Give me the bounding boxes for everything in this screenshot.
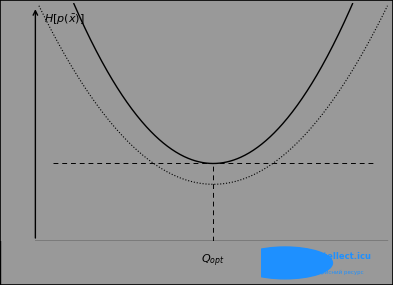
Text: intellect.icu: intellect.icu	[314, 252, 371, 261]
Text: Корисний ресурс: Корисний ресурс	[314, 270, 364, 275]
Text: $Q_{opt}$: $Q_{opt}$	[201, 253, 225, 269]
Circle shape	[238, 247, 332, 279]
Text: $H[p(\bar{x})]$: $H[p(\bar{x})]$	[44, 12, 84, 27]
